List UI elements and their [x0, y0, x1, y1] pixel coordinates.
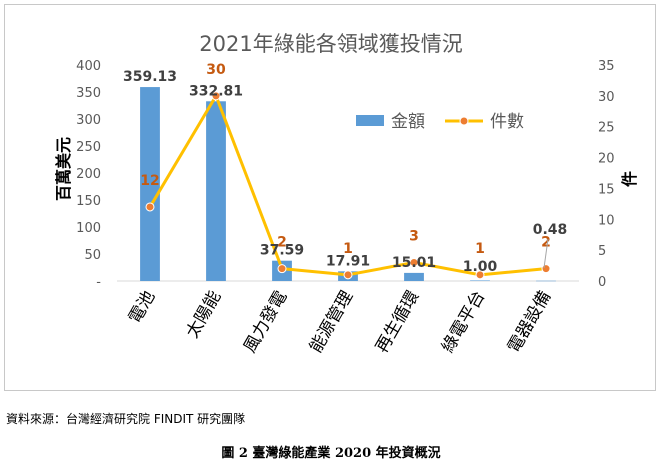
count-marker — [475, 270, 485, 280]
y2-tick-label: 0 — [598, 275, 606, 290]
x-category-label: 太陽能 — [183, 288, 226, 342]
count-data-label: 1 — [343, 241, 353, 257]
x-category-label: 能源管理 — [306, 288, 357, 357]
y2-tick-label: 10 — [598, 213, 615, 228]
bar — [404, 272, 424, 281]
legend-bar-swatch — [356, 115, 384, 126]
y2-tick-label: 25 — [598, 121, 615, 136]
count-marker — [211, 91, 221, 101]
legend-bar-label: 金額 — [391, 112, 425, 132]
y2-tick-label: 5 — [598, 244, 606, 259]
count-marker — [541, 264, 551, 274]
bar — [140, 87, 160, 282]
y-tick-label: 350 — [76, 86, 101, 101]
amount-data-label: 17.91 — [326, 253, 370, 269]
count-marker — [277, 264, 287, 274]
y-axis-title: 百萬美元 — [54, 137, 73, 201]
y-tick-label: 100 — [76, 221, 101, 236]
y2-tick-label: 15 — [598, 182, 615, 197]
y2-axis-title: 件 — [620, 171, 639, 187]
y-tick-label: - — [96, 275, 101, 290]
y-tick-label: 200 — [76, 167, 101, 182]
count-data-label: 3 — [409, 228, 419, 244]
x-category-label: 風力發電 — [240, 288, 291, 357]
chart-title: 2021年綠能各領域獲投情況 — [199, 32, 462, 56]
count-data-label: 1 — [475, 241, 485, 257]
figure-caption: 圖 2 臺灣綠能產業 2020 年投資概況 — [221, 446, 441, 461]
y2-tick-label: 30 — [598, 90, 615, 105]
y-tick-label: 400 — [76, 59, 101, 74]
count-data-label: 30 — [206, 62, 226, 78]
amount-data-label: 332.81 — [189, 83, 243, 99]
bar — [470, 280, 490, 281]
count-marker — [409, 257, 419, 267]
amount-data-label: 0.48 — [533, 222, 568, 238]
legend-line-marker — [459, 116, 469, 126]
x-category-label: 電器設備 — [504, 288, 555, 357]
chart-frame: 2021年綠能各領域獲投情況 - 50 100 150 200 250 300 350 400 0 5… — [4, 4, 656, 391]
count-data-label: 2 — [277, 235, 287, 251]
count-data-label: 2 — [541, 235, 551, 251]
x-category-label: 綠電平台 — [438, 288, 489, 357]
y2-tick-label: 35 — [598, 59, 615, 74]
source-note: 資料來源：台灣經濟研究院 FINDIT 研究團隊 — [6, 412, 246, 426]
y-tick-label: 250 — [76, 140, 101, 155]
y2-tick-label: 20 — [598, 152, 615, 167]
y-tick-label: 150 — [76, 194, 101, 209]
count-marker — [145, 202, 155, 212]
bar — [536, 280, 556, 282]
x-category-label: 電池 — [125, 288, 159, 327]
amount-data-label: 359.13 — [123, 69, 177, 85]
data-label-leader — [543, 238, 549, 269]
count-marker — [343, 270, 353, 280]
legend-line-label: 件數 — [490, 112, 524, 132]
count-data-label: 12 — [140, 173, 159, 189]
amount-data-label: 15.01 — [392, 255, 436, 271]
chart-svg: 2021年綠能各領域獲投情況 - 50 100 150 200 250 300 350 400 0 5… — [54, 32, 639, 357]
x-category-label: 再生循環 — [372, 288, 423, 357]
y-tick-label: 50 — [84, 248, 101, 263]
y-tick-label: 300 — [76, 113, 101, 128]
bar — [206, 101, 226, 282]
amount-data-label: 1.00 — [463, 259, 498, 275]
amount-data-label: 37.59 — [260, 243, 304, 259]
